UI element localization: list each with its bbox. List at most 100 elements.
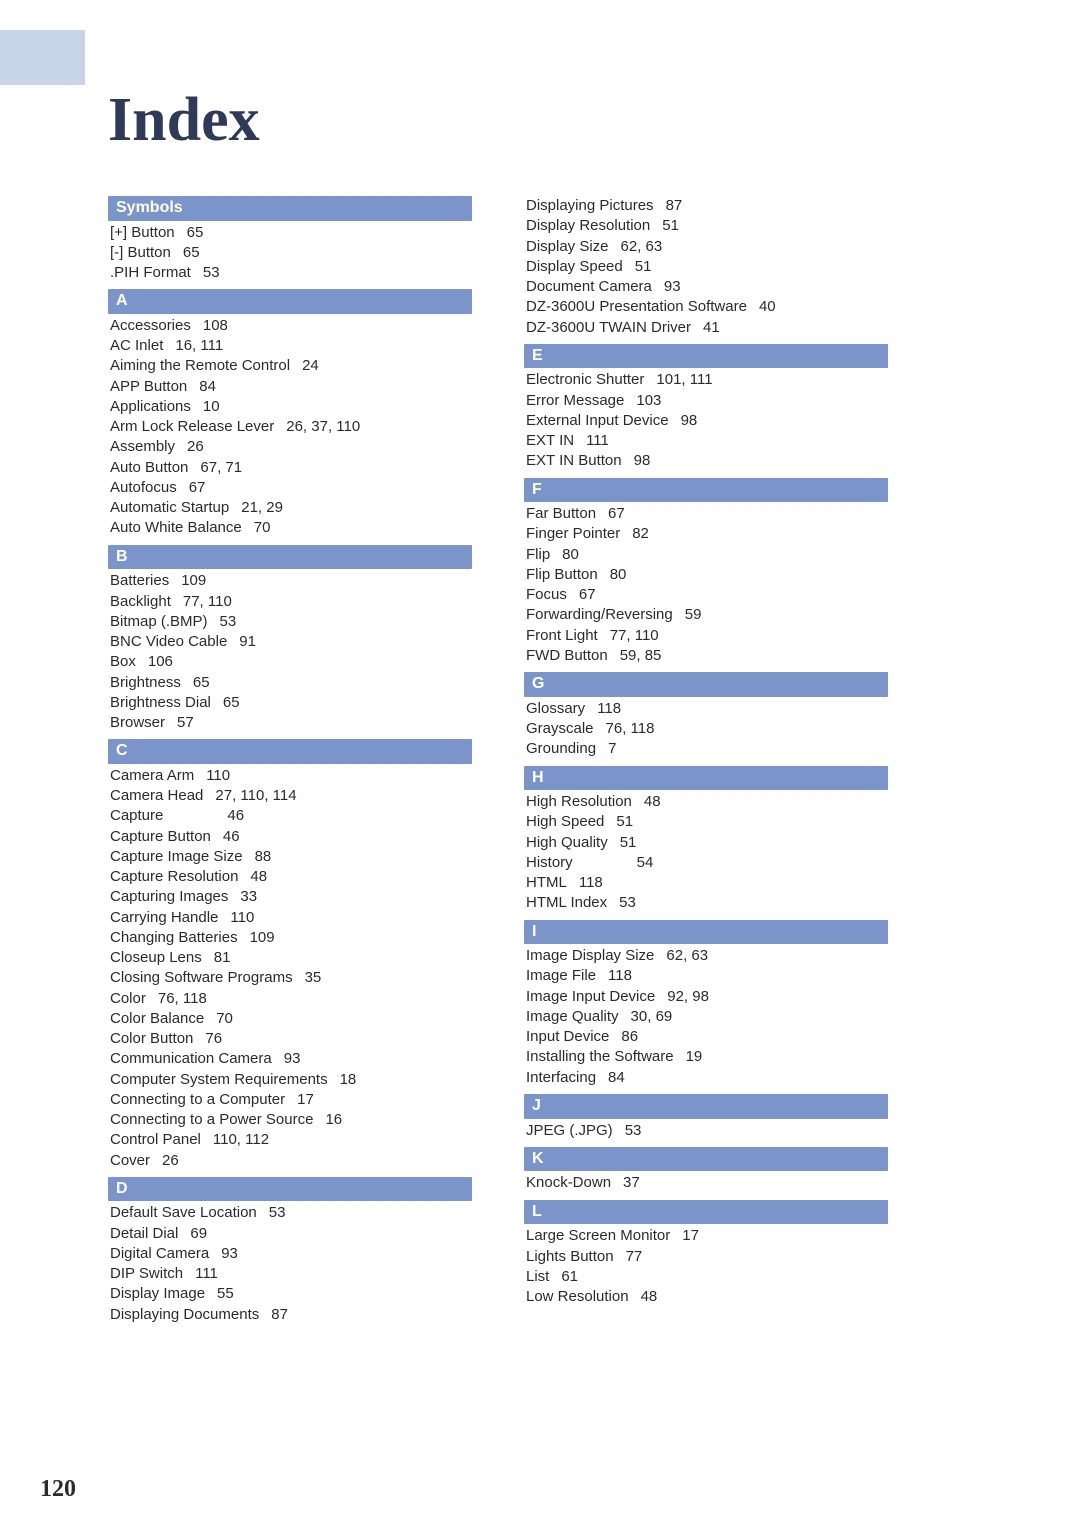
index-entry-topic: Flip Button	[526, 565, 598, 585]
index-entry-pages: 48	[632, 792, 661, 812]
index-entry-topic: Automatic Startup	[110, 498, 229, 518]
index-entry-topic: Display Size	[526, 237, 609, 257]
index-entry: Document Camera93	[526, 277, 888, 297]
index-entry: DIP Switch111	[110, 1264, 472, 1284]
index-entry: Assembly26	[110, 437, 472, 457]
index-entry: EXT IN Button98	[526, 451, 888, 471]
index-section-body: Image Display Size62, 63Image File118Ima…	[524, 946, 888, 1088]
index-entry: Far Button67	[526, 504, 888, 524]
index-entry-pages: 16, 111	[163, 336, 223, 356]
index-entry: External Input Device98	[526, 411, 888, 431]
index-entry-topic: Color Balance	[110, 1009, 204, 1029]
index-entry: Backlight77, 110	[110, 592, 472, 612]
index-entry-pages: 110	[194, 766, 230, 786]
index-entry-pages: 24	[290, 356, 319, 376]
index-entry: Closing Software Programs35	[110, 968, 472, 988]
index-entry: HTML Index53	[526, 893, 888, 913]
index-entry-pages: 46	[211, 827, 240, 847]
index-entry-topic: Finger Pointer	[526, 524, 620, 544]
index-entry-topic: BNC Video Cable	[110, 632, 227, 652]
index-entry-topic: DZ-3600U Presentation Software	[526, 297, 747, 317]
index-entry-pages: 35	[293, 968, 322, 988]
index-entry: Finger Pointer82	[526, 524, 888, 544]
index-entry-pages: 18	[328, 1070, 357, 1090]
index-entry-pages: 69	[178, 1224, 207, 1244]
index-entry-pages: 27, 110, 114	[203, 786, 296, 806]
index-entry: Closeup Lens81	[110, 948, 472, 968]
index-entry: Large Screen Monitor17	[526, 1226, 888, 1246]
index-entry: [+] Button65	[110, 223, 472, 243]
index-entry: Display Speed51	[526, 257, 888, 277]
index-entry-pages: 110	[218, 908, 254, 928]
index-entry-topic: JPEG (.JPG)	[526, 1121, 613, 1141]
index-entry-topic: Closing Software Programs	[110, 968, 293, 988]
index-entry-pages: 48	[238, 867, 267, 887]
index-entry: Color Balance70	[110, 1009, 472, 1029]
index-entry-pages: 109	[238, 928, 275, 948]
index-entry: Bitmap (.BMP)53	[110, 612, 472, 632]
index-entry: Displaying Documents87	[110, 1305, 472, 1325]
index-entry: Display Size62, 63	[526, 237, 888, 257]
index-entry: Lights Button77	[526, 1247, 888, 1267]
index-entry-topic: Capture Button	[110, 827, 211, 847]
index-entry-topic: Camera Arm	[110, 766, 194, 786]
index-entry-pages: 51	[623, 257, 652, 277]
index-entry-pages: 86	[609, 1027, 638, 1047]
index-entry-pages: 111	[574, 431, 609, 451]
index-entry: Focus67	[526, 585, 888, 605]
index-entry: Browser57	[110, 713, 472, 733]
index-entry-pages: 16	[313, 1110, 342, 1130]
index-entry-topic: FWD Button	[526, 646, 608, 666]
index-entry: Communication Camera93	[110, 1049, 472, 1069]
index-entry-pages: 70	[204, 1009, 233, 1029]
index-entry-topic: Error Message	[526, 391, 624, 411]
index-entry-topic: Flip	[526, 545, 550, 565]
page-title: Index	[108, 85, 260, 156]
index-entry-topic: Color	[110, 989, 146, 1009]
index-section-body: Accessories108AC Inlet16, 111Aiming the …	[108, 316, 472, 539]
index-entry-pages: 101, 111	[644, 370, 712, 390]
index-entry-topic: History	[526, 853, 573, 873]
index-entry-topic: [+] Button	[110, 223, 175, 243]
index-entry: Connecting to a Power Source16	[110, 1110, 472, 1130]
index-entry-topic: Camera Head	[110, 786, 203, 806]
index-entry-pages: 51	[608, 833, 637, 853]
index-section-body: Displaying Pictures87Display Resolution5…	[524, 196, 888, 338]
index-entry: Glossary118	[526, 699, 888, 719]
index-entry: DZ-3600U Presentation Software40	[526, 297, 888, 317]
index-entry-topic: Front Light	[526, 626, 598, 646]
index-entry-topic: Grayscale	[526, 719, 594, 739]
index-entry-pages: 7	[596, 739, 616, 759]
index-entry-topic: List	[526, 1267, 549, 1287]
index-entry: Displaying Pictures87	[526, 196, 888, 216]
index-entry: Accessories108	[110, 316, 472, 336]
index-section-header: L	[524, 1200, 888, 1225]
index-entry-topic: Connecting to a Power Source	[110, 1110, 313, 1130]
index-entry: Grayscale76, 118	[526, 719, 888, 739]
index-section-header: Symbols	[108, 196, 472, 221]
index-entry-pages: 93	[652, 277, 681, 297]
index-entry: Auto White Balance70	[110, 518, 472, 538]
index-section-header: K	[524, 1147, 888, 1172]
index-entry-topic: Image Input Device	[526, 987, 655, 1007]
index-entry: EXT IN111	[526, 431, 888, 451]
index-entry: Flip Button80	[526, 565, 888, 585]
index-entry-pages: 26	[150, 1151, 179, 1171]
index-entry-pages: 48	[629, 1287, 658, 1307]
index-entry-pages: 118	[567, 873, 603, 893]
index-entry-topic: Display Speed	[526, 257, 623, 277]
index-entry-topic: Focus	[526, 585, 567, 605]
index-entry-pages: 54	[573, 853, 654, 873]
index-entry-pages: 30, 69	[619, 1007, 673, 1027]
index-entry-pages: 53	[191, 263, 220, 283]
index-entry-pages: 26	[175, 437, 204, 457]
index-entry-topic: Capturing Images	[110, 887, 228, 907]
index-entry: Brightness65	[110, 673, 472, 693]
index-entry: APP Button84	[110, 377, 472, 397]
index-entry-topic: Control Panel	[110, 1130, 201, 1150]
index-section-body: High Resolution48High Speed51High Qualit…	[524, 792, 888, 914]
index-entry-topic: Input Device	[526, 1027, 609, 1047]
index-entry-topic: Browser	[110, 713, 165, 733]
index-section-header: G	[524, 672, 888, 697]
page-number: 120	[40, 1476, 76, 1503]
